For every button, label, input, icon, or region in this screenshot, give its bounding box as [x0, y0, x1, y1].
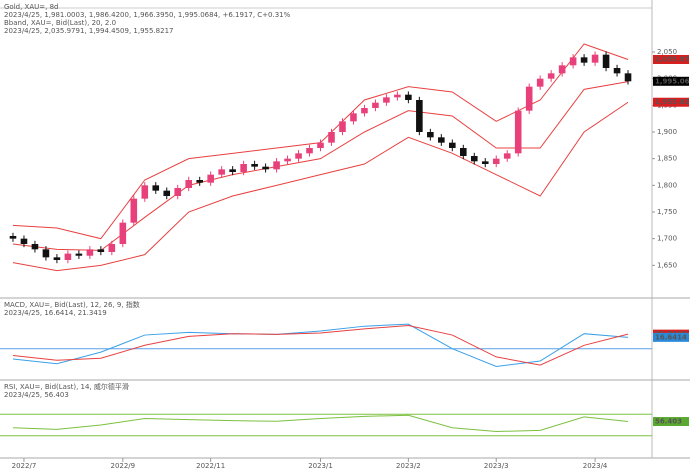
candle-body — [207, 174, 214, 183]
price-tag-label: 56.403 — [655, 418, 682, 426]
candle-body — [196, 180, 203, 183]
candle-body — [240, 164, 247, 172]
candle-body — [394, 94, 401, 98]
band-middle — [12, 81, 629, 251]
candle-body — [449, 142, 456, 148]
price-tag-label: 2,035.9791 — [655, 55, 690, 63]
candle-body — [119, 222, 127, 244]
candle-body — [141, 185, 149, 199]
x-tick-label: 2023/3 — [484, 462, 509, 470]
candle-body — [251, 164, 258, 167]
candle-body — [306, 148, 313, 154]
candle-body — [174, 188, 182, 196]
panel-subtitle: 2023/4/25, 1,981.0003, 1,986.4200, 1,966… — [4, 11, 291, 19]
candle-body — [185, 180, 193, 188]
candle-body — [416, 100, 423, 132]
candle-body — [229, 169, 236, 172]
candle-body — [427, 132, 434, 138]
band-legend: Bband, XAU=, Bid(Last), 20, 2.0 — [4, 19, 116, 27]
panel-title: Gold, XAU=, 8d — [4, 3, 58, 11]
band-values: 2023/4/25, 2,035.9791, 1,994.4509, 1,955… — [4, 27, 173, 35]
y-tick-label: 1,850 — [657, 155, 677, 163]
candle-body — [152, 185, 160, 191]
price-tag-label: 1,995.0684 — [655, 77, 690, 85]
candle-body — [372, 102, 379, 108]
candle-body — [591, 54, 599, 63]
x-tick-label: 2022/7 — [12, 462, 37, 470]
candle-body — [328, 132, 335, 143]
candle-body — [20, 238, 28, 244]
candle-body — [547, 73, 555, 79]
candle-body — [613, 68, 621, 74]
x-tick-label: 2022/9 — [110, 462, 135, 470]
candle-body — [273, 161, 280, 170]
candle-body — [31, 244, 39, 250]
panel-title: MACD, XAU=, Bid(Last), 12, 26, 9, 指数 — [4, 300, 140, 309]
candle-body — [536, 78, 544, 87]
candle-body — [470, 156, 478, 162]
band-lower — [12, 101, 629, 272]
candle-body — [558, 65, 566, 74]
candle-body — [514, 110, 522, 154]
candle-body — [503, 153, 511, 159]
candle-body — [459, 148, 467, 156]
y-tick-label: 1,650 — [657, 261, 677, 269]
y-tick-label: 2,050 — [657, 48, 677, 56]
candle-body — [602, 54, 610, 68]
y-tick-label: 1,700 — [657, 235, 677, 243]
candle-body — [492, 158, 500, 164]
candle-body — [108, 244, 116, 252]
panel-title: RSI, XAU=, Bid(Last), 14, 威尔德平滑 — [4, 382, 129, 391]
candle-body — [317, 142, 324, 148]
y-tick-label: 1,900 — [657, 128, 677, 136]
x-tick-label: 2023/2 — [396, 462, 421, 470]
candle-body — [75, 253, 83, 256]
candle-body — [163, 190, 171, 196]
candle-body — [97, 249, 105, 252]
candle-body — [438, 137, 445, 143]
candle-body — [361, 108, 368, 114]
candle-body — [130, 198, 138, 223]
candle-body — [580, 57, 588, 63]
candle-body — [86, 249, 94, 256]
panel-subtitle: 2023/4/25, 56.403 — [4, 391, 69, 399]
indicator-line — [12, 325, 629, 366]
y-tick-label: 1,800 — [657, 181, 677, 189]
candle-body — [284, 158, 291, 162]
candle-body — [569, 57, 577, 66]
candle-body — [350, 113, 357, 122]
candle-body — [42, 249, 50, 258]
price-tag — [653, 97, 689, 107]
candle-body — [262, 166, 269, 170]
candle-body — [64, 253, 72, 260]
candle-body — [405, 94, 412, 100]
panel-subtitle: 2023/4/25, 16.6414, 21.3419 — [4, 309, 107, 317]
price-tag — [653, 417, 689, 427]
candle-body — [295, 153, 302, 159]
candle-body — [9, 236, 17, 239]
candle-body — [481, 161, 489, 164]
price-tag-label: 16.6414 — [655, 333, 687, 341]
candle-body — [339, 121, 346, 132]
candle-body — [525, 86, 533, 111]
y-tick-label: 1,750 — [657, 208, 677, 216]
candle-body — [218, 169, 225, 175]
price-tag — [653, 54, 689, 64]
x-tick-label: 2023/4 — [583, 462, 608, 470]
candle-body — [53, 257, 61, 260]
indicator-line — [12, 414, 629, 432]
price-tag — [653, 332, 689, 342]
price-tag-label: 1,955.8217 — [655, 98, 690, 106]
candle-body — [383, 97, 390, 103]
x-tick-label: 2023/1 — [308, 462, 333, 470]
x-tick-label: 2022/11 — [196, 462, 225, 470]
candle-body — [624, 73, 632, 82]
price-tag — [653, 76, 689, 86]
